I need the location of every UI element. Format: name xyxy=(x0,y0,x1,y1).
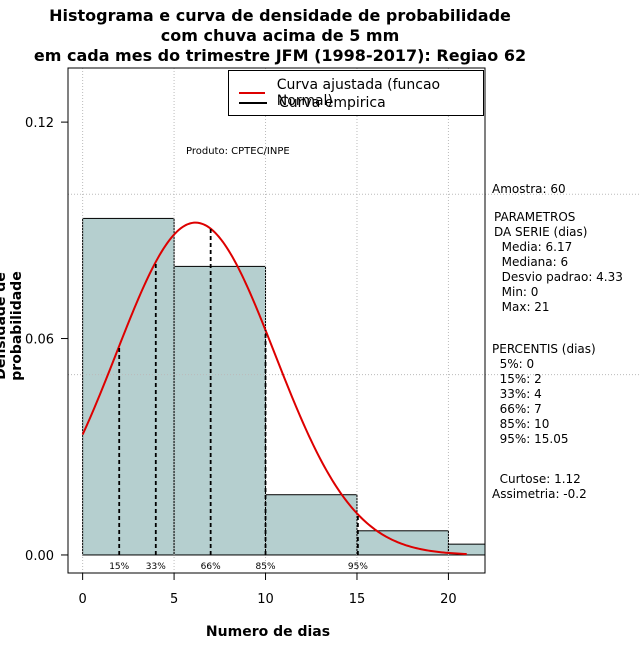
legend-label-fit: Curva ajustada (funcao Normal) xyxy=(276,77,441,109)
y-axis-label: Densidade de probabilidade xyxy=(0,271,25,381)
legend-swatch-empirical xyxy=(239,102,267,104)
plot-frame xyxy=(67,67,486,574)
x-tick-label-3: 15 xyxy=(349,592,366,607)
legend-label-empirical: Curva empirica xyxy=(279,95,386,111)
legend: Curva ajustada (funcao Normal) Curva emp… xyxy=(228,70,484,116)
percentile-label-4: 95% xyxy=(348,562,368,572)
title-line-2: com chuva acima de 5 mm xyxy=(160,26,400,45)
legend-swatch-fit xyxy=(239,92,265,94)
y-tick-label-2: 0.12 xyxy=(25,116,54,131)
x-axis-label: Numero de dias xyxy=(205,624,331,640)
percentiles: PERCENTIS (dias) 5%: 0 15%: 2 33%: 4 66%… xyxy=(492,342,596,446)
series-parameters: PARAMETROS DA SERIE (dias) Media: 6.17 M… xyxy=(494,210,623,314)
y-tick-label-1: 0.06 xyxy=(25,333,54,348)
percentile-label-0: 15% xyxy=(109,562,129,572)
legend-item-fit: Curva ajustada (funcao Normal) xyxy=(239,77,483,109)
x-tick-label-0: 0 xyxy=(78,592,86,607)
normal-fit-curve xyxy=(81,221,467,556)
x-tick-label-1: 5 xyxy=(170,592,178,607)
sample-size: Amostra: 60 xyxy=(492,182,566,196)
product-annotation: Produto: CPTEC/INPE xyxy=(186,146,290,157)
title-line-1: Histograma e curva de densidade de proba… xyxy=(49,6,511,25)
shape-stats: Curtose: 1.12 Assimetria: -0.2 xyxy=(492,472,587,501)
histogram-bar-0 xyxy=(82,217,175,556)
percentile-label-2: 66% xyxy=(201,562,221,572)
percentile-label-1: 33% xyxy=(146,562,166,572)
x-tick-label-4: 20 xyxy=(440,592,457,607)
y-tick-label-0: 0.00 xyxy=(25,549,54,564)
histogram-bar-1 xyxy=(173,265,267,556)
x-tick-label-2: 10 xyxy=(257,592,274,607)
percentile-label-3: 85% xyxy=(256,562,276,572)
histogram-bar-2 xyxy=(265,494,358,556)
legend-item-empirical: Curva empirica xyxy=(239,95,386,111)
title-line-3: em cada mes do trimestre JFM (1998-2017)… xyxy=(33,46,527,65)
